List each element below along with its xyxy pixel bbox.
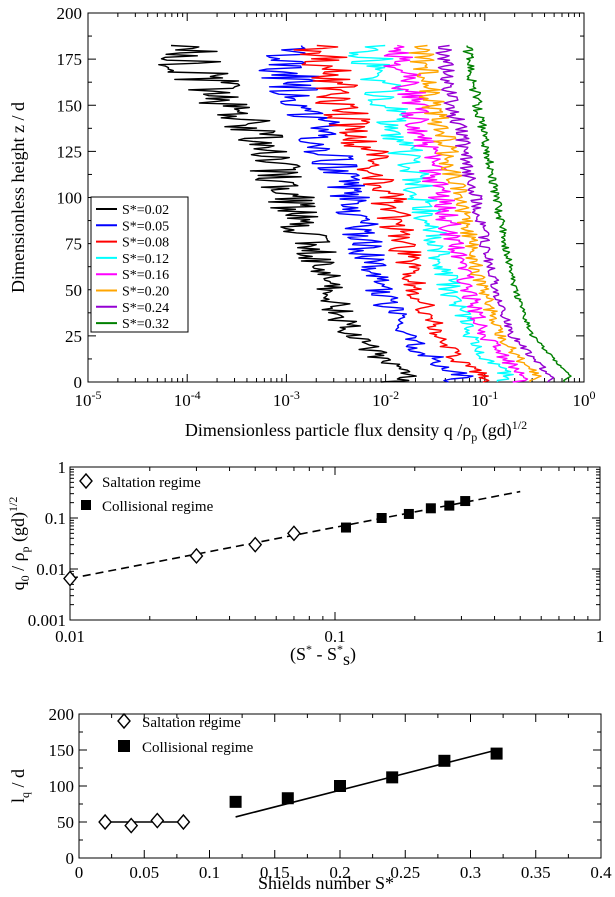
x-axis-label: Shields number S* xyxy=(258,873,394,893)
legend-label: S*=0.08 xyxy=(122,236,169,251)
x-tick-label: 0 xyxy=(75,863,84,882)
x-tick-label: 0.1 xyxy=(324,627,345,646)
y-tick-label: 75 xyxy=(65,235,82,254)
legend-label: Collisional regime xyxy=(142,740,254,756)
series-line-S*=0.02 xyxy=(158,44,417,383)
series-line-S*=0.08 xyxy=(293,44,490,383)
y-tick-label: 200 xyxy=(49,705,75,724)
x-tick-label: 10-5 xyxy=(75,388,102,410)
y-tick-label: 150 xyxy=(57,96,83,115)
legend-label: S*=0.24 xyxy=(122,301,169,316)
data-point-collisional xyxy=(340,522,351,533)
legend-label: S*=0.20 xyxy=(122,285,169,300)
legend-label: Saltation regime xyxy=(102,475,201,491)
legend-marker-saltation xyxy=(117,712,131,730)
data-point-collisional xyxy=(444,500,455,511)
y-tick-label: 100 xyxy=(49,777,75,796)
x-tick-label: 0.1 xyxy=(199,863,220,882)
y-tick-label: 100 xyxy=(57,189,83,208)
y-tick-label: 125 xyxy=(57,142,83,161)
y-tick-label: 50 xyxy=(65,281,82,300)
series-line-S*=0.24 xyxy=(435,44,555,383)
data-point-saltation xyxy=(248,536,263,553)
x-tick-label: 1 xyxy=(596,627,605,646)
y-tick-label: 175 xyxy=(57,50,83,69)
y-axis-label: q0 / ρp (gd)1/2 xyxy=(6,497,32,591)
x-axis-label: (S* - S*s) xyxy=(290,642,356,669)
y-tick-label: 0 xyxy=(74,373,83,392)
y-tick-label: 0.01 xyxy=(36,560,66,579)
data-point-saltation xyxy=(287,525,301,542)
x-tick-label: 0.35 xyxy=(521,863,551,882)
legend-label: S*=0.05 xyxy=(122,219,169,234)
x-tick-label: 10-1 xyxy=(471,388,498,410)
data-point-collisional xyxy=(229,795,242,808)
data-point-collisional xyxy=(438,754,451,767)
y-tick-label: 0.1 xyxy=(45,509,66,528)
series-line-S*=0.05 xyxy=(258,45,474,383)
legend-label: S*=0.16 xyxy=(122,268,169,283)
legend-label: S*=0.32 xyxy=(122,317,169,332)
y-tick-label: 1 xyxy=(58,458,67,477)
legend-marker-saltation xyxy=(79,472,93,490)
data-point-saltation xyxy=(189,547,204,565)
x-tick-label: 10-2 xyxy=(372,388,399,410)
x-tick-label: 0.3 xyxy=(460,863,481,882)
legend-marker-collisional xyxy=(81,500,91,510)
data-point-collisional xyxy=(386,771,399,784)
legend-label: Saltation regime xyxy=(142,715,241,731)
data-point-saltation xyxy=(98,813,113,831)
y-tick-label: 150 xyxy=(49,741,75,760)
data-point-collisional xyxy=(403,508,414,519)
data-point-collisional xyxy=(376,513,387,523)
length-vs-shields-chart: 0 0.05 0.1 0.15 0.2 0.25 0.3 0.35 0.4 0 50 100 150 20… xyxy=(8,705,612,893)
y-tick-label: 50 xyxy=(57,813,74,832)
data-point-saltation xyxy=(150,812,165,829)
x-tick-label: 0.2 xyxy=(329,863,350,882)
x-tick-label: 10-4 xyxy=(174,388,201,410)
legend-marker-collisional xyxy=(118,740,130,752)
data-point-collisional xyxy=(334,780,346,792)
y-tick-label: 0 xyxy=(66,849,75,868)
x-tick-label: 100 xyxy=(573,388,596,410)
x-tick-label: 0.4 xyxy=(590,863,612,882)
x-tick-label: 0.05 xyxy=(129,863,159,882)
series-line-S*=0.12 xyxy=(348,44,514,383)
legend-box xyxy=(90,196,189,333)
y-axis-label: lq / d xyxy=(8,769,32,803)
data-point-saltation xyxy=(176,813,191,831)
legend-label: Collisional regime xyxy=(102,499,214,515)
x-tick-label: 10-3 xyxy=(273,388,300,410)
y-tick-label: 0.001 xyxy=(28,611,66,630)
x-axis-label: Dimensionless particle flux density q /ρ… xyxy=(185,418,527,444)
data-point-collisional xyxy=(425,503,436,514)
flux-profile-chart: 10-5 10-4 10-3 10-2 10-1 100 0 25 50 75 100 125 150 1… xyxy=(8,4,596,444)
y-tick-label: 25 xyxy=(65,327,82,346)
series-line-S*=0.20 xyxy=(408,44,542,383)
legend-label: S*=0.12 xyxy=(122,252,169,267)
data-point-saltation xyxy=(124,817,139,834)
fit-line xyxy=(235,749,497,818)
data-point-saltation xyxy=(63,570,77,587)
data-point-collisional xyxy=(281,792,294,805)
legend-label: S*=0.02 xyxy=(122,203,169,218)
x-tick-label: 0.15 xyxy=(260,863,290,882)
data-point-collisional xyxy=(460,496,471,507)
series-line-S*=0.16 xyxy=(383,44,529,383)
data-point-collisional xyxy=(490,747,503,760)
x-tick-label: 0.25 xyxy=(390,863,420,882)
x-tick-label: 0.01 xyxy=(55,627,85,646)
y-axis-label: Dimensionless height z / d xyxy=(8,102,28,293)
series-line-S*=0.32 xyxy=(462,45,572,383)
y-tick-label: 200 xyxy=(57,4,83,23)
